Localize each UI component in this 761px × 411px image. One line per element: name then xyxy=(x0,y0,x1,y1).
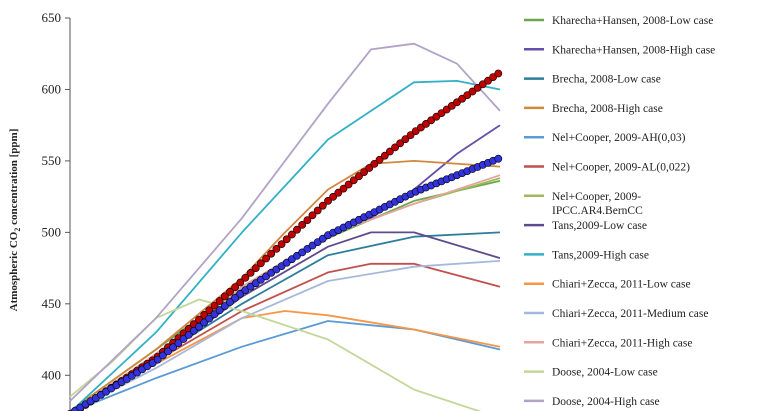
y-tick-label: 550 xyxy=(42,153,62,168)
y-tick-label: 450 xyxy=(42,296,62,311)
legend-label: Chiari+Zecca, 2011-Low case xyxy=(552,279,691,291)
data-point-marker xyxy=(375,155,384,164)
data-point-marker xyxy=(380,151,389,160)
series-line xyxy=(69,231,501,411)
data-point-marker xyxy=(226,298,234,306)
data-point-marker xyxy=(385,147,394,156)
data-point-marker xyxy=(349,176,358,185)
data-point-marker xyxy=(179,335,188,343)
data-point-marker xyxy=(406,131,415,139)
data-point-marker xyxy=(220,302,229,310)
legend-label: Kharecha+Hansen, 2008-Low case xyxy=(552,15,713,27)
data-point-marker xyxy=(246,268,255,277)
data-point-marker xyxy=(308,211,317,220)
y-tick-label: 600 xyxy=(42,81,62,96)
legend-label: Nel+Cooper, 2009-AH(0,03) xyxy=(552,132,686,144)
data-point-marker xyxy=(210,310,219,319)
y-tick-label: 650 xyxy=(42,10,62,25)
data-point-marker xyxy=(329,192,338,201)
data-point-marker xyxy=(215,297,224,305)
data-point-marker xyxy=(334,188,343,197)
data-point-marker xyxy=(360,168,368,176)
data-point-marker xyxy=(184,330,193,339)
legend-label: Doose, 2004-High case xyxy=(552,396,660,408)
axes: 650 600 550 500 450 400 xyxy=(42,10,71,411)
data-point-marker xyxy=(339,184,348,193)
legend-label: Doose, 2004-Low case xyxy=(552,367,658,379)
data-point-marker xyxy=(169,343,178,352)
legend-label: Brecha, 2008-High case xyxy=(552,103,663,115)
data-point-marker xyxy=(303,216,312,224)
legend-label: Chiari+Zecca, 2011-High case xyxy=(552,337,693,349)
legend: Kharecha+Hansen, 2008-Low case Kharecha+H… xyxy=(524,15,715,408)
data-point-marker xyxy=(318,201,327,210)
data-point-marker xyxy=(153,355,162,364)
data-point-marker xyxy=(396,139,405,148)
data-point-marker xyxy=(344,180,353,189)
data-point-marker xyxy=(370,159,379,168)
data-point-marker xyxy=(401,135,410,144)
legend-label: Nel+Cooper, 2009- xyxy=(552,191,641,203)
data-point-marker xyxy=(251,264,260,272)
y-tick-label: 500 xyxy=(42,224,62,239)
data-point-marker xyxy=(195,322,203,331)
data-point-marker xyxy=(231,293,239,302)
data-point-marker xyxy=(277,240,286,248)
data-point-marker xyxy=(267,249,276,258)
series-line xyxy=(70,260,501,411)
legend-label: IPCC.AR4.BernCC xyxy=(552,205,643,217)
data-point-marker xyxy=(272,244,281,253)
series-line xyxy=(72,231,501,411)
data-point-marker xyxy=(365,164,374,172)
data-point-marker xyxy=(205,306,214,315)
legend-label: Chiari+Zecca, 2011-Medium case xyxy=(552,308,708,320)
data-point-marker xyxy=(494,69,503,78)
data-point-marker xyxy=(313,206,322,215)
data-point-marker xyxy=(293,225,301,234)
data-point-marker xyxy=(236,278,245,287)
data-point-marker xyxy=(256,259,265,268)
data-point-marker xyxy=(164,347,172,356)
data-point-marker xyxy=(287,230,296,239)
data-point-marker xyxy=(215,306,224,315)
plot-area xyxy=(67,42,503,411)
legend-label: Brecha, 2008-Low case xyxy=(552,74,661,86)
legend-label: Tans,2009-Low case xyxy=(552,220,647,232)
data-point-marker xyxy=(200,318,209,327)
data-point-marker xyxy=(158,351,167,360)
data-point-marker xyxy=(231,283,239,291)
series-line xyxy=(69,42,501,402)
data-point-marker xyxy=(226,287,234,296)
y-axis-label: Atmospheric CO2 concentration [ppm] xyxy=(8,129,22,312)
data-point-marker xyxy=(494,154,503,163)
data-point-marker xyxy=(391,143,399,152)
data-point-marker xyxy=(298,220,307,229)
data-point-marker xyxy=(324,196,332,205)
data-point-marker xyxy=(241,273,250,282)
series-line xyxy=(70,80,501,411)
data-point-marker xyxy=(205,314,214,323)
data-point-marker xyxy=(282,235,291,244)
series-line xyxy=(70,262,501,411)
y-tick-label: 400 xyxy=(42,367,62,382)
data-point-marker xyxy=(262,254,270,263)
data-point-marker xyxy=(220,292,229,301)
legend-label: Tans,2009-High case xyxy=(552,249,649,261)
data-point-marker xyxy=(355,172,363,181)
legend-label: Kharecha+Hansen, 2008-High case xyxy=(552,44,715,56)
data-point-marker xyxy=(174,339,183,347)
series-line xyxy=(69,298,482,411)
data-point-marker xyxy=(189,326,198,335)
series-line xyxy=(69,160,501,411)
data-point-marker xyxy=(210,301,219,310)
legend-label: Nel+Cooper, 2009-AL(0,022) xyxy=(552,162,690,174)
